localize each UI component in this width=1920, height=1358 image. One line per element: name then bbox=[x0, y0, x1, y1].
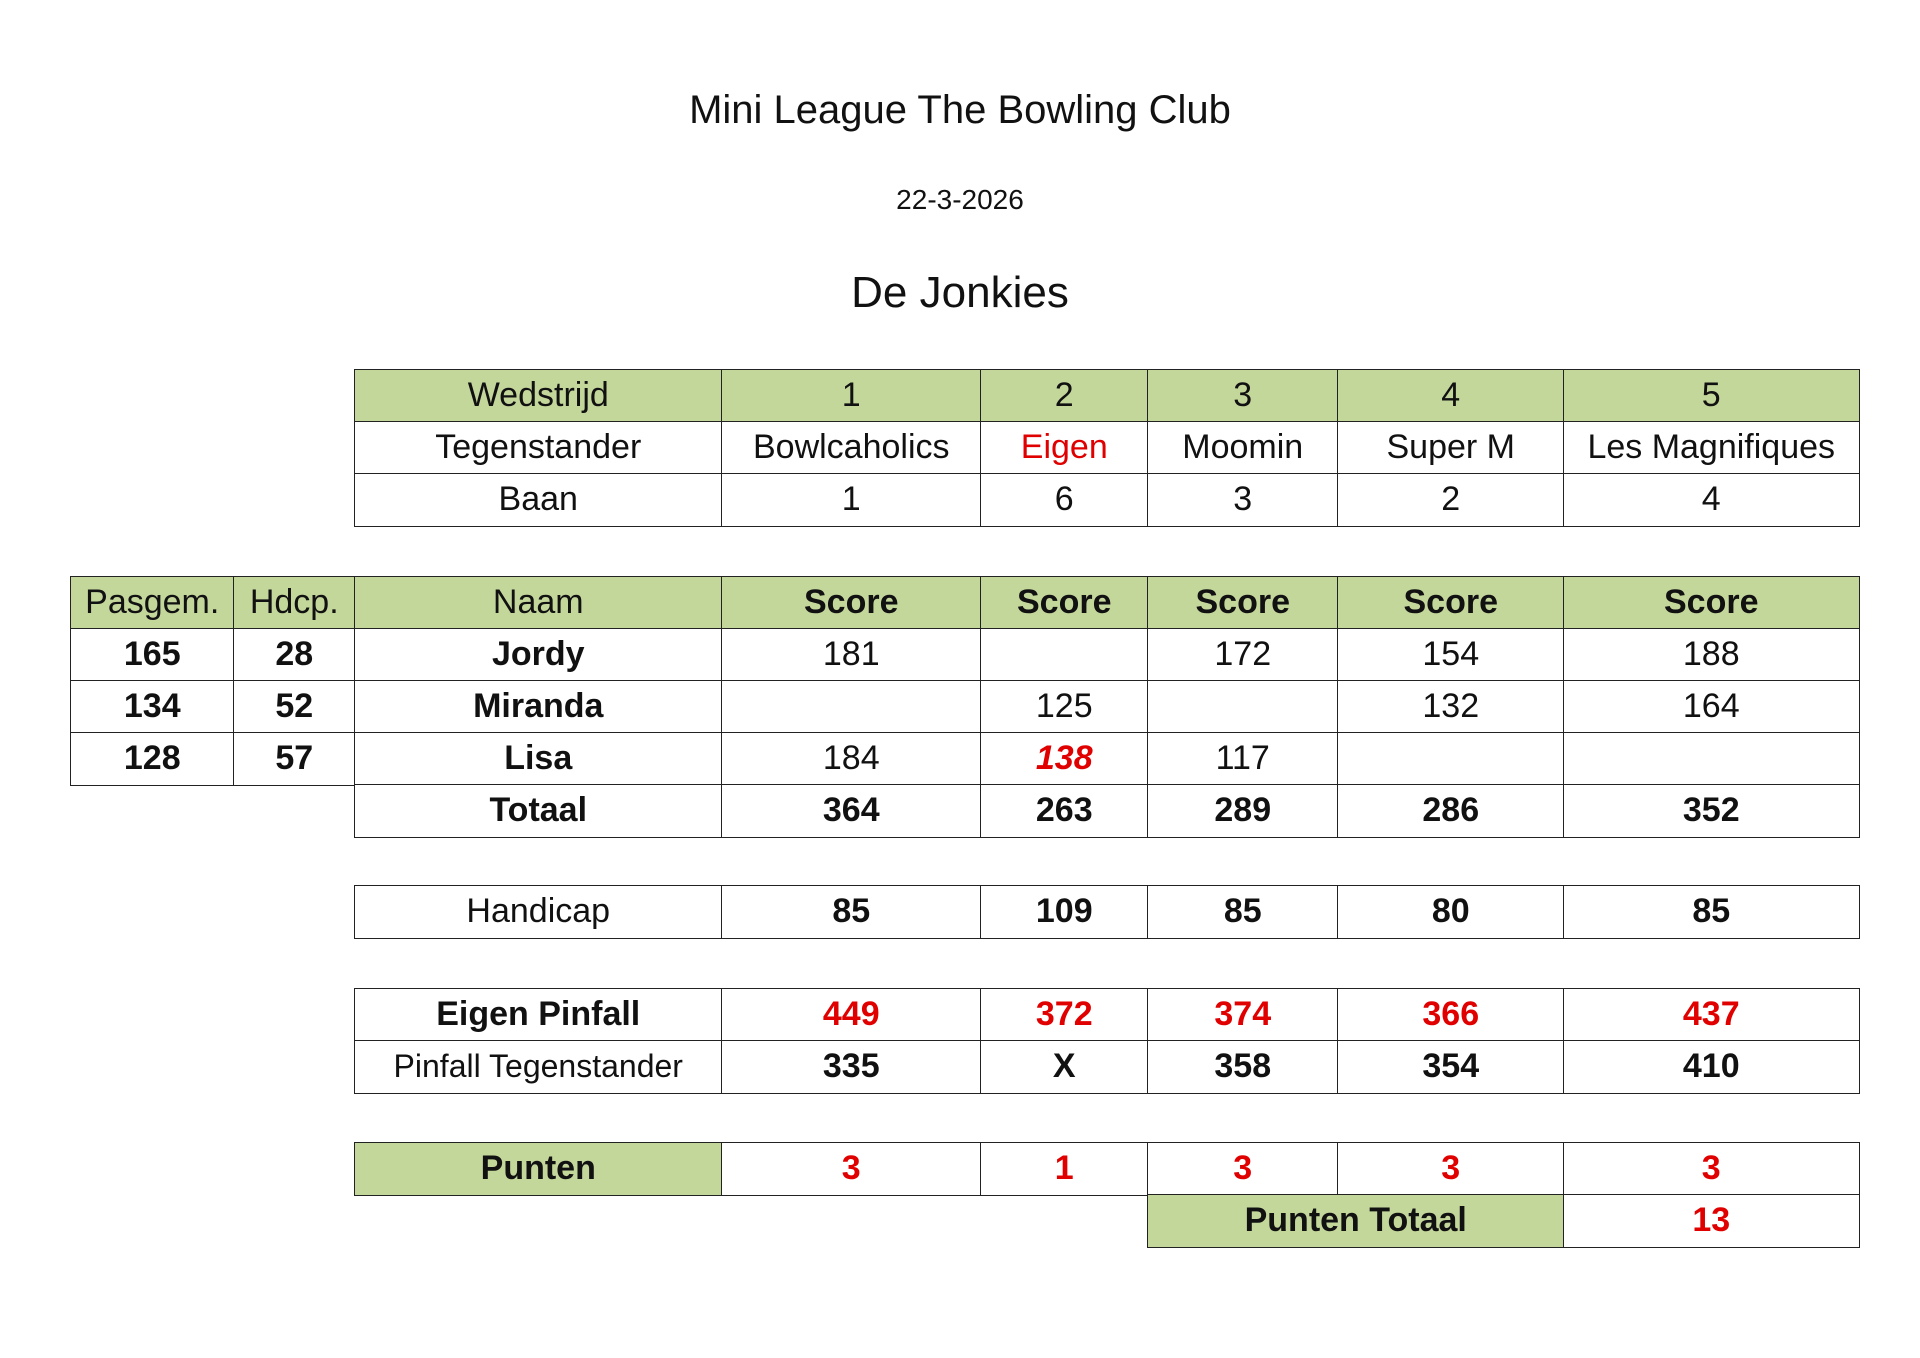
baan-cell: 6 bbox=[980, 473, 1149, 527]
player-label: Miranda bbox=[354, 680, 723, 734]
player-cell bbox=[1337, 732, 1565, 786]
totaal-cell: 289 bbox=[1147, 784, 1339, 838]
punten-totaal-label: Punten Totaal bbox=[1147, 1194, 1565, 1248]
player-pasgem: 165 bbox=[70, 628, 235, 682]
pasgem-header: Pasgem. bbox=[70, 576, 235, 630]
pinfall-tegenstander-cell: 410 bbox=[1563, 1040, 1860, 1094]
player-label: Lisa bbox=[354, 732, 723, 786]
wedstrijd-cell: 2 bbox=[980, 369, 1149, 423]
eigen-pinfall-cell: 374 bbox=[1147, 988, 1339, 1042]
score-header-cell: Score bbox=[980, 576, 1149, 630]
score-header-label: Naam bbox=[354, 576, 723, 630]
wedstrijd-cell: 5 bbox=[1563, 369, 1860, 423]
player-cell: 164 bbox=[1563, 680, 1860, 734]
punten-totaal-value: 13 bbox=[1563, 1194, 1860, 1248]
totaal-cell: 263 bbox=[980, 784, 1149, 838]
wedstrijd-cell: 4 bbox=[1337, 369, 1565, 423]
player-cell: 117 bbox=[1147, 732, 1339, 786]
tegenstander-cell: Super M bbox=[1337, 421, 1565, 475]
eigen-pinfall-cell: 437 bbox=[1563, 988, 1860, 1042]
score-header-cell: Score bbox=[721, 576, 982, 630]
player-hdcp: 28 bbox=[233, 628, 356, 682]
pinfall-tegenstander-cell: 354 bbox=[1337, 1040, 1565, 1094]
punten-label: Punten bbox=[354, 1142, 723, 1196]
tegenstander-cell: Moomin bbox=[1147, 421, 1339, 475]
handicap-cell: 80 bbox=[1337, 885, 1565, 939]
punten-cell: 3 bbox=[1563, 1142, 1860, 1196]
wedstrijd-label: Wedstrijd bbox=[354, 369, 723, 423]
baan-cell: 4 bbox=[1563, 473, 1860, 527]
totaal-label: Totaal bbox=[354, 784, 723, 838]
tegenstander-label: Tegenstander bbox=[354, 421, 723, 475]
player-cell bbox=[1147, 680, 1339, 734]
wedstrijd-cell: 3 bbox=[1147, 369, 1339, 423]
player-cell: 181 bbox=[721, 628, 982, 682]
page-title: Mini League The Bowling Club bbox=[689, 88, 1231, 132]
handicap-cell: 109 bbox=[980, 885, 1149, 939]
eigen-pinfall-cell: 449 bbox=[721, 988, 982, 1042]
eigen-pinfall-cell: 372 bbox=[980, 988, 1149, 1042]
player-cell: 188 bbox=[1563, 628, 1860, 682]
punten-cell: 3 bbox=[721, 1142, 982, 1196]
player-cell: 132 bbox=[1337, 680, 1565, 734]
handicap-cell: 85 bbox=[1147, 885, 1339, 939]
totaal-cell: 286 bbox=[1337, 784, 1565, 838]
pinfall-tegenstander-cell: 358 bbox=[1147, 1040, 1339, 1094]
player-cell bbox=[980, 628, 1149, 682]
player-cell: 184 bbox=[721, 732, 982, 786]
hdcp-header: Hdcp. bbox=[233, 576, 356, 630]
player-pasgem: 128 bbox=[70, 732, 235, 786]
score-header-cell: Score bbox=[1147, 576, 1339, 630]
player-cell: 125 bbox=[980, 680, 1149, 734]
punten-cell: 3 bbox=[1147, 1142, 1339, 1196]
tegenstander-cell: Eigen bbox=[980, 421, 1149, 475]
player-hdcp: 52 bbox=[233, 680, 356, 734]
handicap-cell: 85 bbox=[721, 885, 982, 939]
pinfall-tegenstander-cell: 335 bbox=[721, 1040, 982, 1094]
wedstrijd-cell: 1 bbox=[721, 369, 982, 423]
player-cell: 172 bbox=[1147, 628, 1339, 682]
player-label: Jordy bbox=[354, 628, 723, 682]
totaal-cell: 352 bbox=[1563, 784, 1860, 838]
score-header-cell: Score bbox=[1563, 576, 1860, 630]
eigen-pinfall-label: Eigen Pinfall bbox=[354, 988, 723, 1042]
player-hdcp: 57 bbox=[233, 732, 356, 786]
pinfall-tegenstander-cell: X bbox=[980, 1040, 1149, 1094]
baan-cell: 1 bbox=[721, 473, 982, 527]
score-header-cell: Score bbox=[1337, 576, 1565, 630]
punten-cell: 3 bbox=[1337, 1142, 1565, 1196]
handicap-label: Handicap bbox=[354, 885, 723, 939]
eigen-pinfall-cell: 366 bbox=[1337, 988, 1565, 1042]
totaal-cell: 364 bbox=[721, 784, 982, 838]
handicap-cell: 85 bbox=[1563, 885, 1860, 939]
player-cell: 154 bbox=[1337, 628, 1565, 682]
pinfall-tegenstander-label: Pinfall Tegenstander bbox=[354, 1040, 723, 1094]
tegenstander-cell: Les Magnifiques bbox=[1563, 421, 1860, 475]
team-name: De Jonkies bbox=[851, 268, 1069, 317]
punten-cell: 1 bbox=[980, 1142, 1149, 1196]
baan-label: Baan bbox=[354, 473, 723, 527]
date: 22-3-2026 bbox=[896, 184, 1024, 215]
player-cell: 138 bbox=[980, 732, 1149, 786]
player-cell bbox=[1563, 732, 1860, 786]
player-pasgem: 134 bbox=[70, 680, 235, 734]
baan-cell: 2 bbox=[1337, 473, 1565, 527]
baan-cell: 3 bbox=[1147, 473, 1339, 527]
tegenstander-cell: Bowlcaholics bbox=[721, 421, 982, 475]
player-cell bbox=[721, 680, 982, 734]
